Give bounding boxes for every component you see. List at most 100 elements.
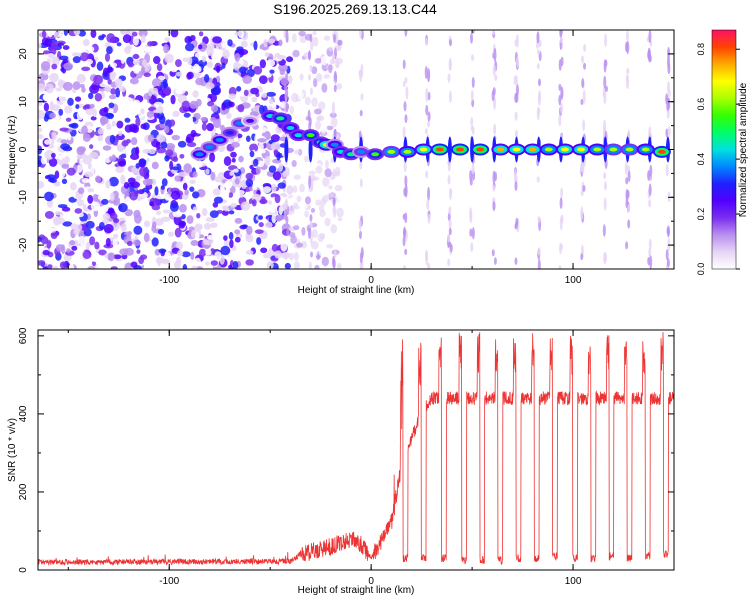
colorbar-tick-label: 0.6 [696,98,706,111]
noise-cell [156,105,164,114]
noise-cell [171,134,180,141]
noise-cell [174,175,181,182]
signal-core [403,149,412,154]
noise-cell [66,167,76,176]
colorbar-tick-label: 0.0 [696,263,706,276]
burst-cell [560,56,564,67]
noise-cell [119,30,127,36]
noise-cell [192,191,200,199]
burst-cell [667,62,671,75]
noise-cell [276,54,287,60]
noise-cell [147,134,155,142]
noise-cell [58,154,64,160]
noise-cell [88,151,99,159]
noise-cell [132,53,140,60]
noise-cell [177,140,187,148]
noise-cell [313,247,318,257]
noise-cell [268,165,277,173]
noise-cell [151,161,159,170]
noise-cell [206,43,215,50]
noise-cell [206,123,214,132]
noise-cell [201,55,207,63]
signal-core [435,147,444,152]
noise-cell [92,257,98,263]
noise-cell [293,260,300,269]
x-tick-label: 0 [368,576,374,587]
noise-cell [313,78,318,88]
noise-cell [98,221,105,230]
noise-cell [209,152,216,163]
noise-cell [267,200,273,206]
noise-cell [156,63,163,72]
noise-cell [294,149,301,155]
burst-cell [469,228,473,237]
colorbar-gradient [711,29,737,270]
noise-cell [205,261,210,266]
noise-cell [223,156,232,167]
noise-cell [146,111,154,118]
noise-cell [61,206,71,212]
noise-cell [238,155,244,163]
noise-cell [63,62,74,71]
burst-cell [448,219,452,230]
burst-cell [469,32,473,44]
burst-cell [580,253,584,261]
noise-cell [89,84,100,94]
noise-cell [210,222,218,228]
noise-cell [334,58,340,69]
noise-cell [68,93,76,100]
noise-cell [184,153,192,162]
signal-core [371,152,380,157]
burst-cell [471,163,475,175]
burst-cell [558,113,562,127]
noise-cell [318,101,326,111]
burst-cell [602,90,606,98]
noise-cell [50,104,61,112]
noise-cell [139,166,147,177]
noise-cell [259,198,268,205]
burst-cell [514,111,518,121]
noise-cell [148,87,153,97]
noise-cell [149,201,155,207]
noise-cell [271,229,278,236]
burst-cell [536,31,540,44]
noise-cell [152,221,157,229]
burst-cell [514,257,518,265]
noise-cell [209,93,217,103]
noise-cell [68,36,77,43]
noise-cell [76,146,85,156]
noise-cell [324,217,331,227]
noise-cell [229,239,234,249]
noise-cell [334,166,341,176]
noise-cell [38,236,43,243]
noise-cell [163,125,170,134]
burst-cell [307,227,311,240]
noise-cell [299,34,307,44]
noise-cell [198,248,207,258]
burst-cell [604,181,608,191]
noise-cell [293,251,299,261]
noise-cell [90,116,97,121]
burst-cell [309,33,313,43]
burst-cell [559,242,563,255]
noise-cell [225,112,232,119]
burst-cell [309,65,313,72]
noise-cell [84,171,94,178]
burst-cell [560,86,564,100]
noise-cell [205,82,215,90]
noise-cell [81,86,86,93]
noise-cell [182,264,188,269]
burst-cell [582,89,586,104]
noise-cell [116,120,124,129]
burst-cell [603,59,607,73]
burst-cell [427,91,431,101]
burst-cell [582,184,586,192]
noise-cell [252,185,258,191]
burst-cell [427,213,431,221]
burst-cell [471,76,475,89]
noise-cell [230,202,237,208]
noise-cell [243,89,249,97]
noise-cell [261,92,268,98]
noise-cell [228,232,234,241]
noise-cell [326,244,334,249]
